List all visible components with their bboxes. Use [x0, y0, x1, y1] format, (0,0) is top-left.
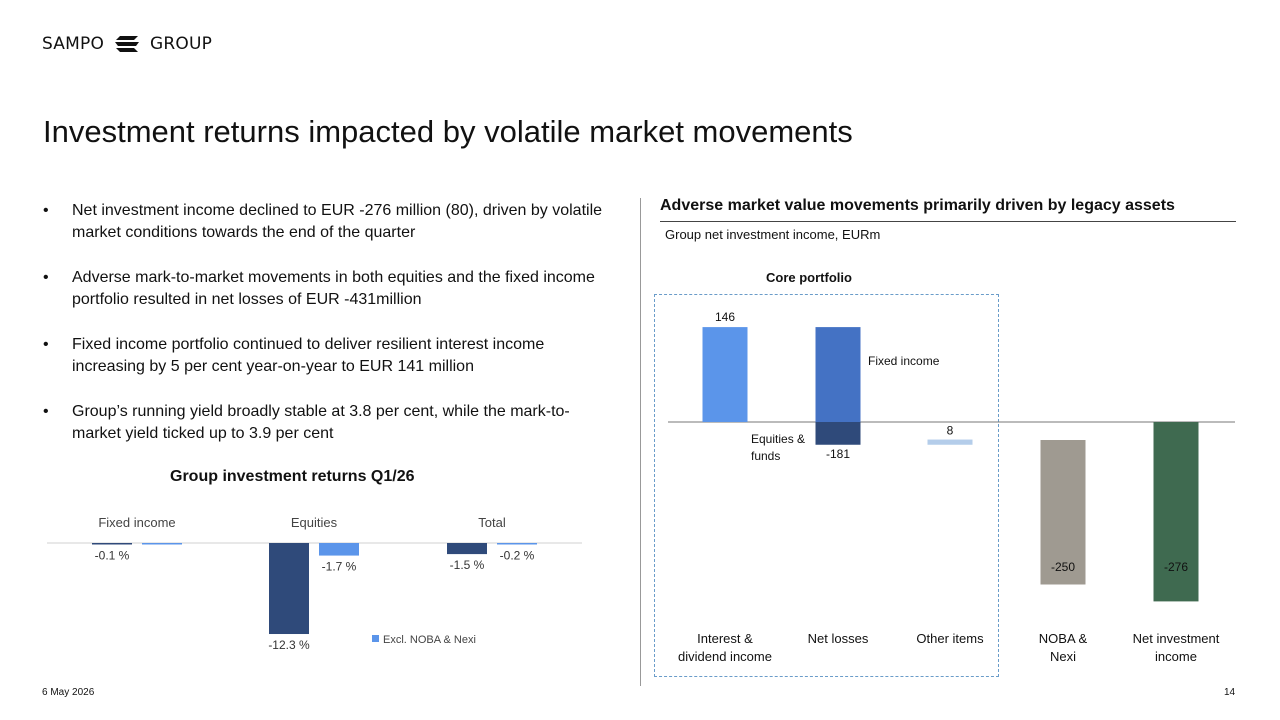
bullet-item: Net investment income declined to EUR -2…: [43, 200, 618, 244]
category-label: NOBA &: [1039, 631, 1088, 646]
data-label: -250: [1051, 560, 1075, 574]
heading-rule: [660, 221, 1236, 222]
column-divider: [640, 198, 641, 686]
data-label: -276: [1164, 560, 1188, 574]
waterfall-chart-title: Adverse market value movements primarily…: [660, 197, 1175, 214]
category-label: Net investment: [1133, 631, 1220, 646]
category-label: income: [1155, 649, 1197, 664]
bar-noba-nexi: [1040, 440, 1086, 585]
return-bar: [92, 543, 132, 545]
data-label: -0.2 %: [500, 549, 535, 563]
bullet-item: Group’s running yield broadly stable at …: [43, 401, 618, 445]
return-bar: [142, 543, 182, 545]
logo-mark-icon: [115, 36, 140, 52]
data-label: -1.5 %: [450, 558, 485, 572]
core-portfolio-label: Core portfolio: [766, 270, 852, 285]
category-label: Equities: [291, 515, 338, 530]
return-bar: [269, 543, 309, 635]
company-logo: SAMPO GROUP: [42, 34, 212, 54]
bullet-item: Fixed income portfolio continued to deli…: [43, 334, 618, 378]
return-bar: [497, 543, 537, 545]
returns-chart-title: Group investment returns Q1/26: [170, 468, 415, 485]
data-label: -12.3 %: [268, 638, 310, 652]
waterfall-chart-subtitle: Group net investment income, EURm: [665, 227, 881, 242]
legend-swatch: [372, 635, 379, 642]
data-label: -0.1 %: [95, 549, 130, 563]
logo-text-right: GROUP: [150, 34, 213, 54]
data-label: -1.7 %: [322, 560, 357, 574]
bullet-item: Adverse mark-to-market movements in both…: [43, 267, 618, 311]
return-bar: [319, 543, 359, 556]
page-title: Investment returns impacted by volatile …: [43, 114, 853, 149]
bullet-list: Net investment income declined to EUR -2…: [43, 200, 618, 468]
return-bar: [447, 543, 487, 555]
core-portfolio-box: [654, 294, 999, 677]
page-number: 14: [1224, 687, 1236, 698]
category-label: Nexi: [1050, 649, 1076, 664]
footer-date: 6 May 2026: [42, 687, 95, 698]
bar-net-investment-income: [1153, 422, 1199, 602]
legend-label: Excl. NOBA & Nexi: [383, 634, 476, 646]
category-label: Total: [478, 515, 506, 530]
logo-text-left: SAMPO: [42, 34, 105, 54]
category-label: Fixed income: [98, 515, 175, 530]
